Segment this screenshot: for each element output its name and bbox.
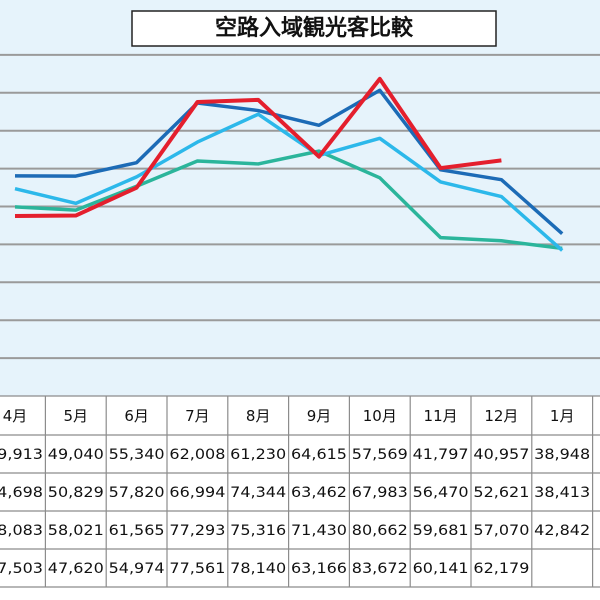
table-cell: 62,179 bbox=[473, 561, 529, 577]
table-cell: 57,569 bbox=[352, 447, 408, 463]
table-cell: 78,140 bbox=[230, 561, 286, 577]
table-cell: 57,070 bbox=[473, 523, 529, 539]
table-cell: 42,842 bbox=[534, 523, 590, 539]
table-cell: 61,230 bbox=[230, 447, 286, 463]
table-cell: 75,316 bbox=[230, 523, 286, 539]
table-cell: 77,561 bbox=[169, 561, 225, 577]
table-cell: 62,008 bbox=[169, 447, 225, 463]
table-cell: 41,797 bbox=[413, 447, 469, 463]
table-cell: 54,698 bbox=[0, 485, 43, 501]
table-cell: 59,681 bbox=[413, 523, 469, 539]
series-line bbox=[14, 149, 563, 251]
table-cell: 52,621 bbox=[473, 485, 529, 501]
table-cell: 40,957 bbox=[473, 447, 529, 463]
table-cell: 74,344 bbox=[230, 485, 286, 501]
table-cell: 47,503 bbox=[0, 561, 43, 577]
table-cell: 60,141 bbox=[413, 561, 469, 577]
column-header: 7月 bbox=[185, 407, 210, 425]
column-header: 6月 bbox=[124, 407, 149, 425]
series-line bbox=[14, 112, 564, 252]
table-cell: 55,340 bbox=[109, 447, 165, 463]
table-cell: 66,994 bbox=[169, 485, 225, 501]
table-cell: 63,166 bbox=[291, 561, 347, 577]
column-header: 5月 bbox=[64, 407, 89, 425]
table-cell: 67,983 bbox=[352, 485, 408, 501]
table-cell: 61,565 bbox=[109, 523, 165, 539]
table-cell: 49,913 bbox=[0, 447, 43, 463]
column-header: 9月 bbox=[307, 407, 332, 425]
series-line bbox=[14, 88, 564, 235]
lines bbox=[14, 76, 564, 252]
column-header: 8月 bbox=[246, 407, 271, 425]
table-cell: 77,293 bbox=[169, 523, 225, 539]
table-cell: 64,615 bbox=[291, 447, 347, 463]
table-cell: 71,430 bbox=[291, 523, 347, 539]
column-header: 10月 bbox=[363, 407, 397, 425]
column-header: 4月 bbox=[3, 407, 28, 425]
table-cell: 38,413 bbox=[534, 485, 590, 501]
table-cell: 47,620 bbox=[48, 561, 104, 577]
table-cell: 49,040 bbox=[48, 447, 104, 463]
table-cell: 38,948 bbox=[534, 447, 590, 463]
data-table: 4月 49,913 54,698 58,083 47,503 5月 49,040 50,829… bbox=[0, 395, 600, 588]
table-cell: 50,829 bbox=[48, 485, 104, 501]
column-header: 12月 bbox=[484, 407, 518, 425]
table-cell: 80,662 bbox=[352, 523, 408, 539]
table-cell: 54,974 bbox=[109, 561, 165, 577]
chart-title: 空路入域観光客比較 bbox=[215, 15, 414, 41]
table-cell: 63,462 bbox=[291, 485, 347, 501]
table-cell: 83,672 bbox=[352, 561, 408, 577]
column-header: 11月 bbox=[424, 407, 458, 425]
table-cell: 58,083 bbox=[0, 523, 43, 539]
table-cell: 56,470 bbox=[413, 485, 469, 501]
title-box bbox=[131, 10, 497, 47]
table-cell: 58,021 bbox=[48, 523, 104, 539]
column-header: 1月 bbox=[550, 407, 575, 425]
series-line bbox=[14, 76, 502, 218]
table-background bbox=[0, 396, 600, 600]
table-cell: 57,820 bbox=[109, 485, 165, 501]
